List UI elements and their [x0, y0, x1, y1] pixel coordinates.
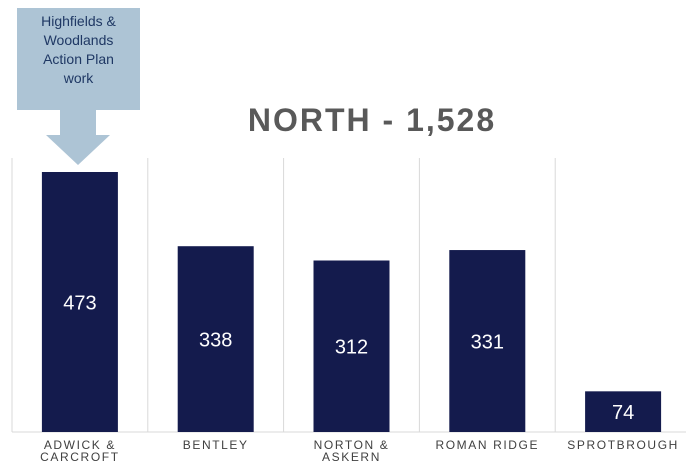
callout-arrow — [46, 110, 110, 165]
chart-title: NORTH - 1,528 — [247, 102, 497, 138]
value-label: 338 — [199, 329, 232, 351]
x-tick-label: BENTLEY — [182, 438, 249, 452]
value-label: 312 — [335, 337, 368, 359]
value-label: 473 — [63, 292, 96, 314]
x-tick-label: ADWICK & CARCROFT — [40, 438, 120, 464]
value-label: 74 — [612, 402, 634, 424]
bar — [449, 250, 526, 432]
bar — [41, 172, 118, 432]
annotation: Highfields & Woodlands Action Plan work — [17, 12, 140, 88]
bar — [177, 246, 254, 432]
annotation-text: Highfields & Woodlands Action Plan work — [41, 13, 116, 86]
x-tick-label: ROMAN RIDGE — [435, 438, 540, 452]
bar — [585, 391, 662, 432]
x-tick-label: SPROTBROUGH — [567, 438, 679, 452]
bar — [313, 260, 390, 432]
callout-box — [17, 8, 140, 110]
value-label: 331 — [471, 331, 504, 353]
x-tick-label: NORTON & ASKERN — [313, 438, 390, 464]
